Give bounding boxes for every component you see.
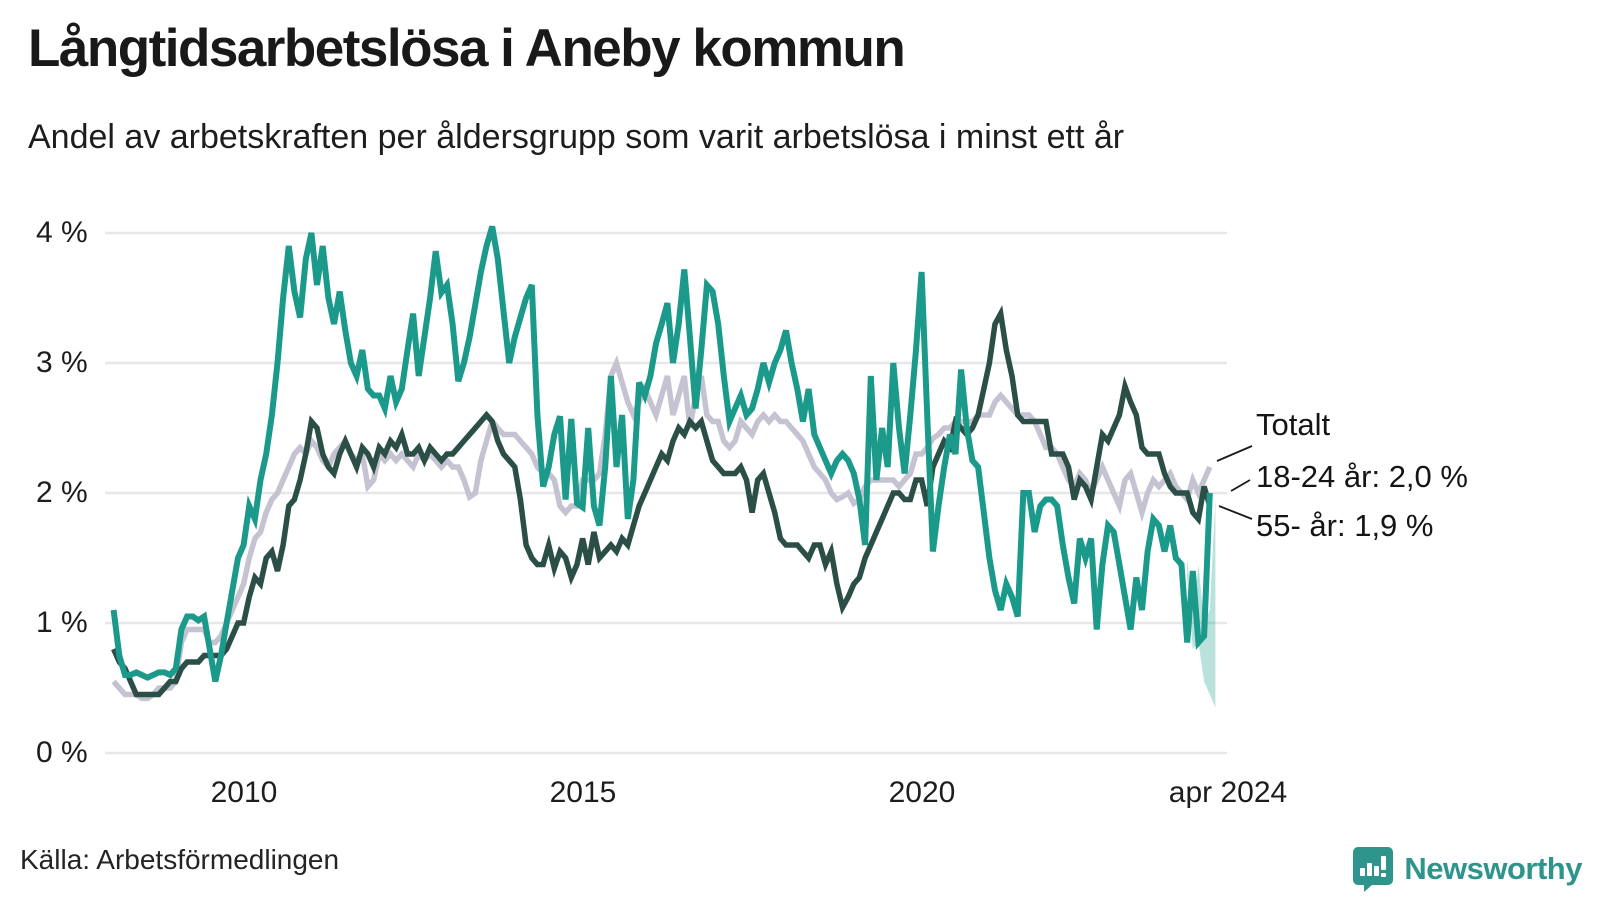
x-tick-2010: 2010 — [210, 776, 278, 809]
newsworthy-logo-text: Newsworthy — [1404, 851, 1582, 886]
y-tick-0: 0 % — [36, 736, 88, 769]
x-tick-2020: 2020 — [888, 776, 956, 809]
x-tick-apr-2024: apr 2024 — [1168, 776, 1288, 809]
annotation-leader-lines — [1216, 445, 1253, 520]
source-note: Källa: Arbetsförmedlingen — [20, 844, 340, 875]
page-title: Långtidsarbetslösa i Aneby kommun — [28, 19, 906, 78]
line-18-24-ar — [110, 225, 1213, 683]
annotation-totalt: Totalt — [1256, 407, 1331, 442]
gridlines — [105, 231, 1227, 755]
newsworthy-logo-icon — [1353, 847, 1394, 892]
uncertainty-band — [1187, 499, 1216, 708]
line-totalt — [111, 354, 1213, 702]
newsworthy-logo: Newsworthy — [1352, 846, 1582, 892]
page-subtitle: Andel av arbetskraften per åldersgrupp s… — [28, 118, 1125, 156]
y-tick-1: 1 % — [36, 606, 88, 639]
annotation-18-24: 18-24 år: 2,0 % — [1256, 459, 1468, 494]
line-55-ar — [111, 305, 1213, 698]
y-tick-4: 4 % — [36, 216, 88, 249]
y-tick-3: 3 % — [36, 346, 88, 379]
x-tick-2015: 2015 — [549, 776, 617, 809]
annotation-55: 55- år: 1,9 % — [1256, 508, 1434, 543]
y-tick-2: 2 % — [36, 476, 88, 509]
